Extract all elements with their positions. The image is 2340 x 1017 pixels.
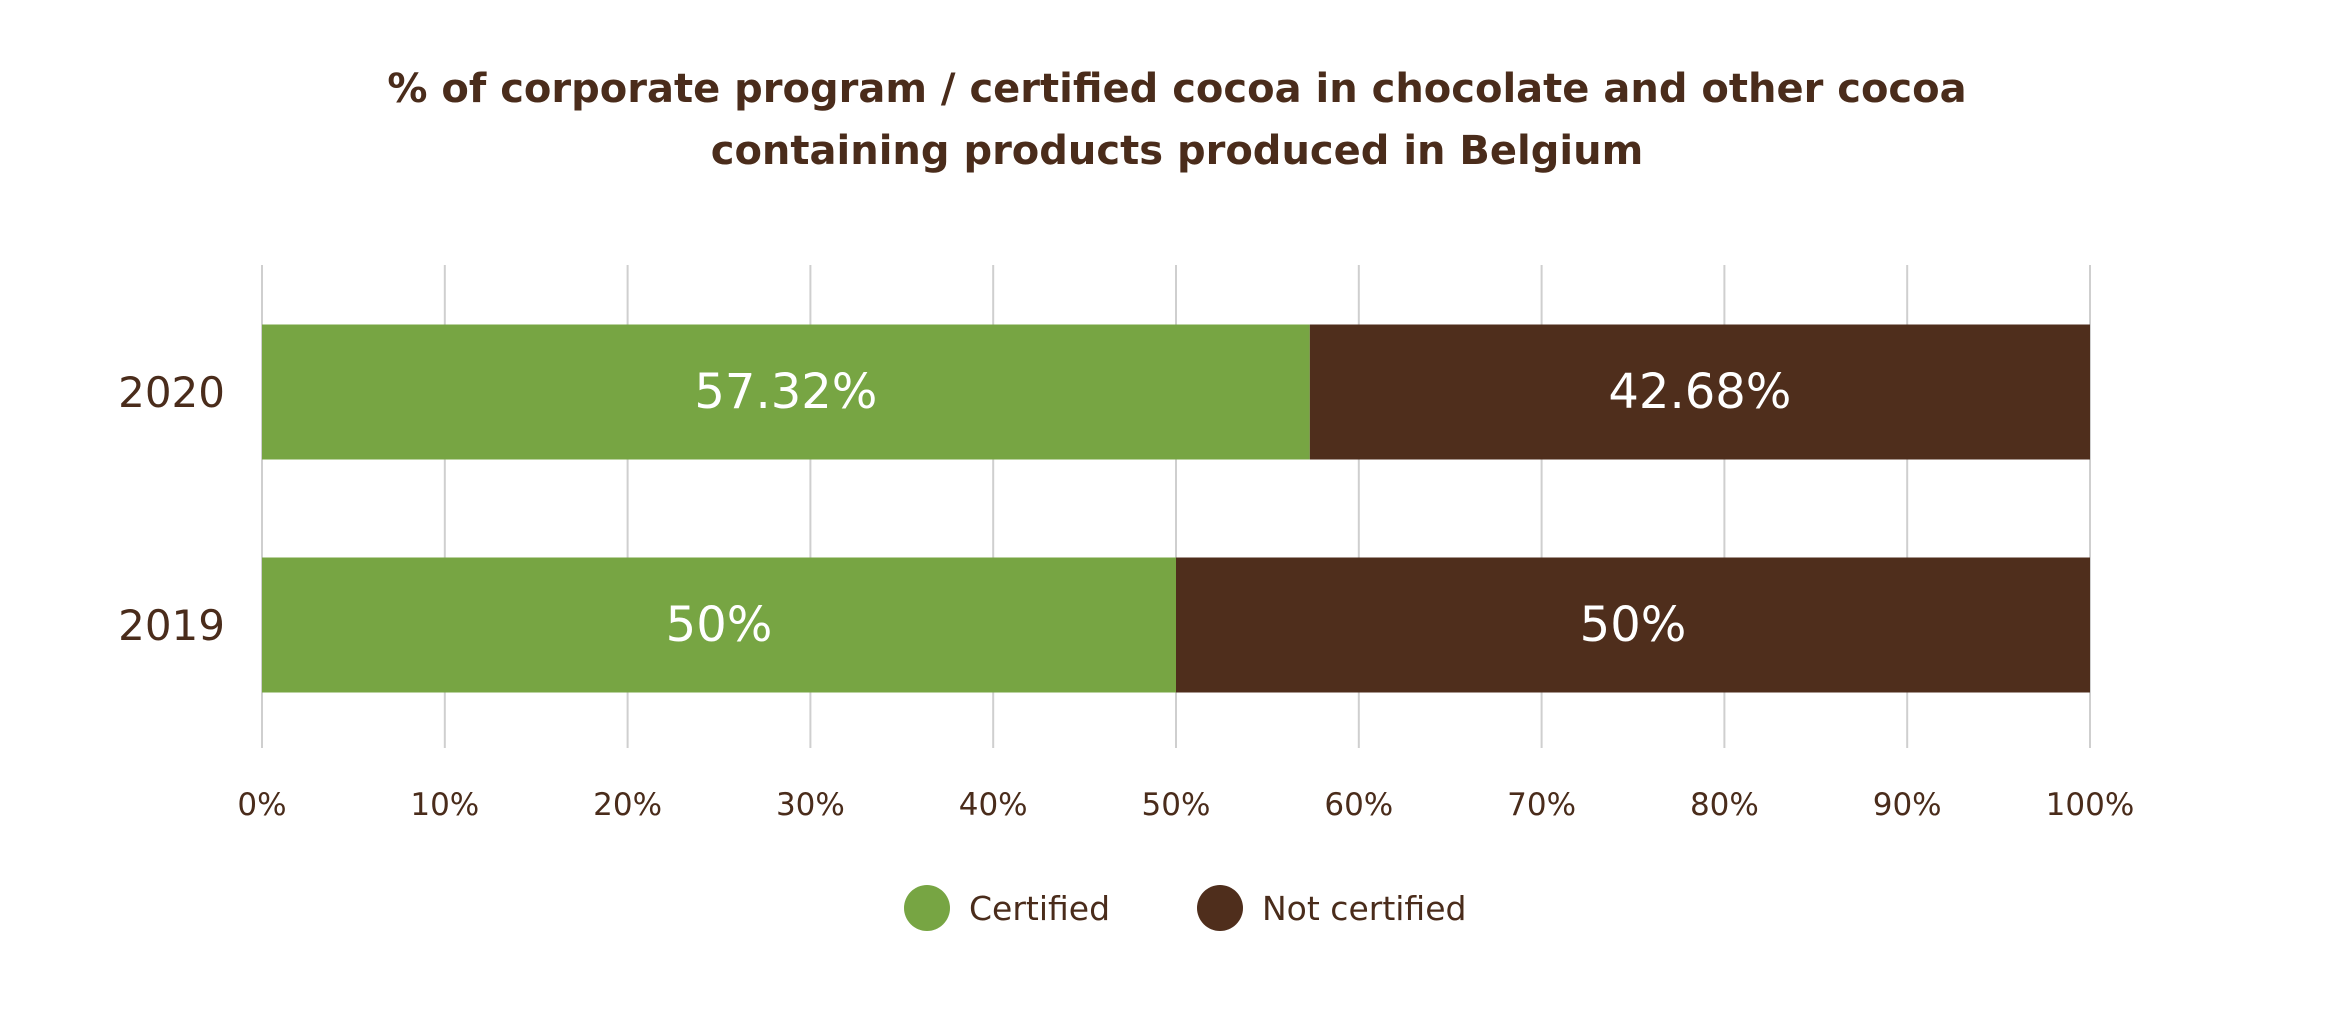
- x-axis-tick-labels: 0% 10% 20% 30% 40% 50% 60% 70% 80% 90% 100%: [237, 787, 2134, 823]
- chart-title: % of corporate program / certified cocoa…: [387, 66, 1966, 174]
- category-labels: 2020 2019: [118, 368, 225, 650]
- x-tick-label: 90%: [1873, 787, 1942, 823]
- bar-value-label: 50%: [1580, 597, 1687, 653]
- bar-segment: [262, 324, 1310, 460]
- chart-title-line-2: containing products produced in Belgium: [711, 128, 1644, 174]
- x-tick-label: 70%: [1507, 787, 1576, 823]
- legend: Certified Not certified: [904, 885, 1466, 931]
- x-tick-label: 80%: [1690, 787, 1759, 823]
- legend-label: Not certified: [1262, 889, 1466, 928]
- x-tick-label: 10%: [410, 787, 479, 823]
- category-label: 2020: [118, 368, 225, 417]
- x-tick-label: 20%: [593, 787, 662, 823]
- legend-swatch: [1197, 885, 1243, 931]
- x-tick-label: 0%: [237, 787, 286, 823]
- x-tick-label: 30%: [776, 787, 845, 823]
- bar-value-label: 57.32%: [694, 364, 877, 420]
- legend-swatch: [904, 885, 950, 931]
- legend-label: Certified: [969, 889, 1110, 928]
- x-tick-label: 100%: [2046, 787, 2135, 823]
- bar-segment: [262, 557, 1176, 693]
- bar-value-label: 42.68%: [1608, 364, 1791, 420]
- chart-title-line-1: % of corporate program / certified cocoa…: [387, 66, 1966, 112]
- bar-value-label: 50%: [666, 597, 773, 653]
- category-label: 2019: [118, 601, 225, 650]
- x-tick-label: 60%: [1324, 787, 1393, 823]
- x-tick-label: 40%: [959, 787, 1028, 823]
- x-tick-label: 50%: [1142, 787, 1211, 823]
- bar-segment: [1176, 557, 2090, 693]
- bars: 57.32% 42.68% 50% 50%: [262, 324, 2090, 693]
- bar-segment: [1309, 324, 2090, 460]
